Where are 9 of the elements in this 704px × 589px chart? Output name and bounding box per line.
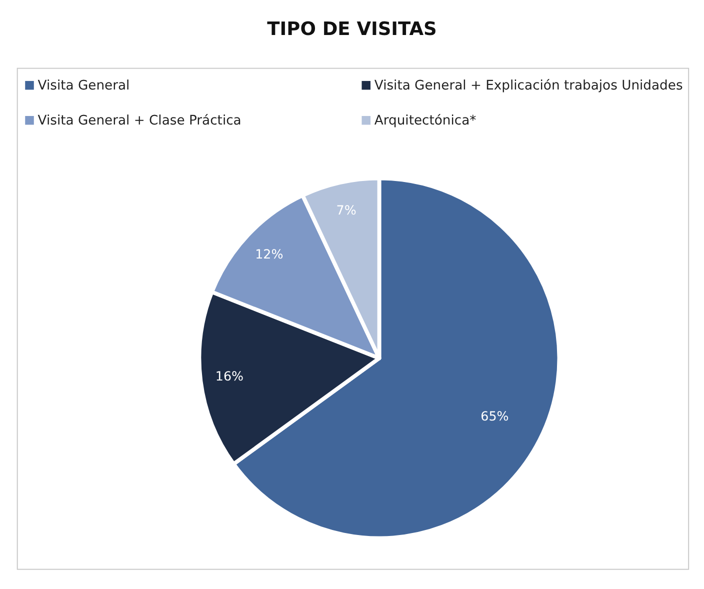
legend-label: Visita General xyxy=(38,78,130,94)
legend-label: Visita General + Explicación trabajos Unidades xyxy=(374,78,683,94)
data-label: 16% xyxy=(215,368,244,384)
legend-label: Visita General + Clase Práctica xyxy=(38,114,242,129)
data-label: 65% xyxy=(480,408,509,424)
chart-title: TIPO DE VISITAS xyxy=(267,19,437,40)
data-label: 7% xyxy=(336,202,356,218)
data-label: 12% xyxy=(255,246,284,262)
legend-label: Arquitectónica* xyxy=(374,114,477,129)
